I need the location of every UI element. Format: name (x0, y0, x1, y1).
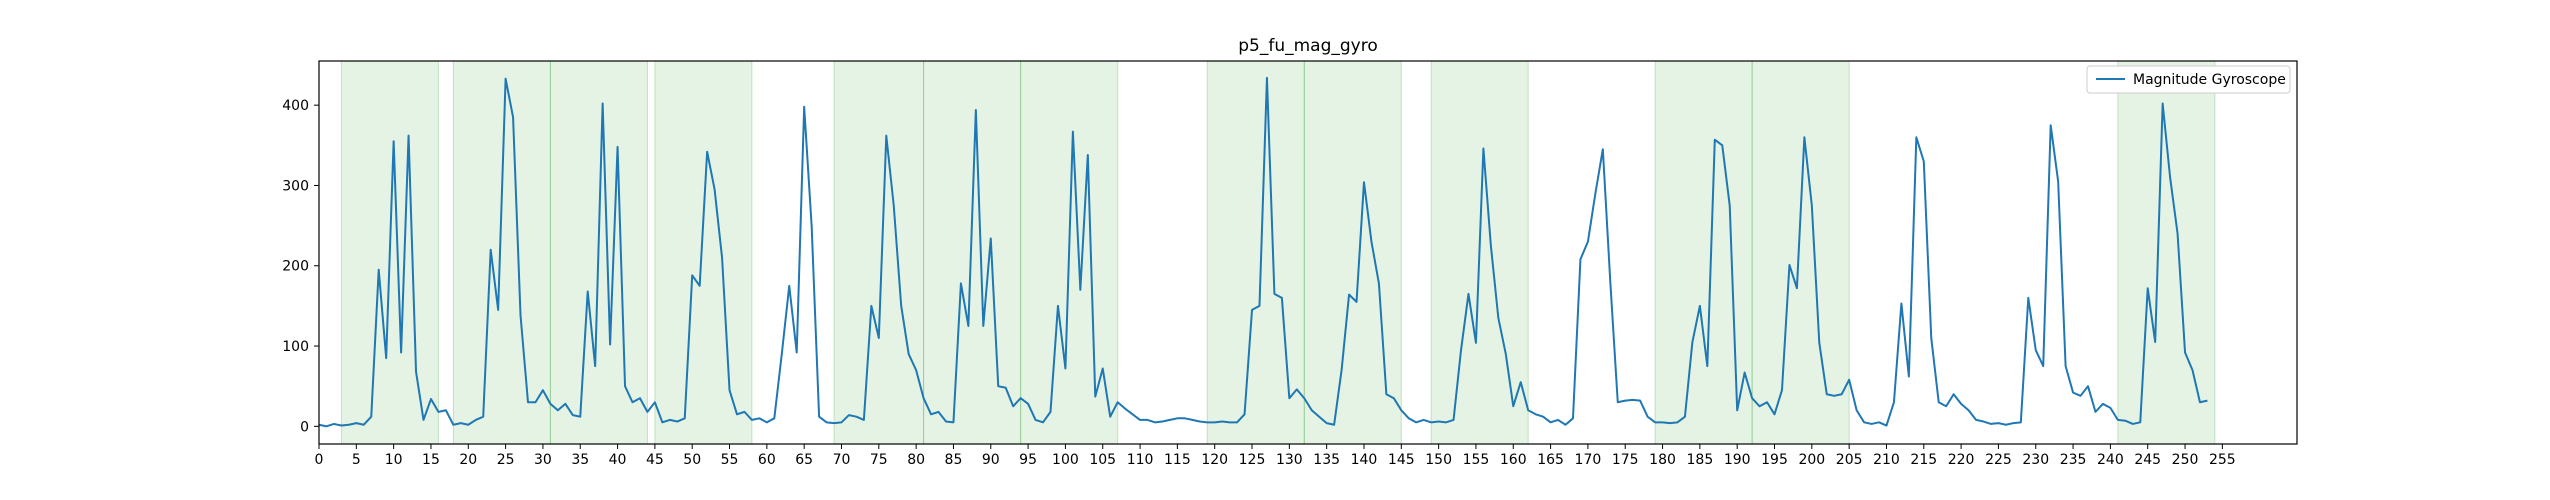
y-tick-label: 0 (300, 419, 309, 435)
x-tick-label: 35 (571, 452, 589, 468)
x-tick-label: 220 (1948, 452, 1975, 468)
y-tick-label: 200 (282, 259, 309, 275)
x-tick-label: 0 (315, 452, 324, 468)
x-tick-label: 245 (2134, 452, 2161, 468)
x-tick-label: 55 (721, 452, 739, 468)
x-tick-label: 175 (1612, 452, 1639, 468)
x-tick-label: 185 (1687, 452, 1714, 468)
x-tick-label: 240 (2097, 452, 2124, 468)
shaded-span-4 (833, 60, 925, 445)
x-tick-label: 195 (1761, 452, 1788, 468)
shaded-span-5 (923, 60, 1022, 445)
x-tick-label: 250 (2172, 452, 2199, 468)
x-tick-label: 40 (609, 452, 627, 468)
x-tick-label: 155 (1463, 452, 1490, 468)
x-tick-label: 120 (1201, 452, 1228, 468)
x-tick-label: 100 (1052, 452, 1079, 468)
x-tick-label: 115 (1164, 452, 1191, 468)
y-tick-label: 100 (282, 339, 309, 355)
shaded-spans (340, 60, 2216, 445)
shaded-span-3 (654, 60, 753, 445)
x-tick-label: 230 (2022, 452, 2049, 468)
x-tick-label: 30 (534, 452, 552, 468)
x-tick-label: 105 (1089, 452, 1116, 468)
shaded-span-11 (1751, 60, 1850, 445)
y-tick-label: 400 (282, 98, 309, 114)
series-lines (318, 76, 2208, 428)
x-tick-label: 110 (1127, 452, 1154, 468)
x-tick-label: 165 (1537, 452, 1564, 468)
plot-frame (318, 60, 2298, 445)
x-tick-label: 125 (1239, 452, 1266, 468)
x-tick-label: 90 (982, 452, 1000, 468)
x-tick-label: 70 (833, 452, 851, 468)
legend: Magnitude Gyroscope (2086, 65, 2291, 94)
x-tick-label: 5 (352, 452, 361, 468)
x-tick-label: 85 (945, 452, 963, 468)
y-axis: 0 100 200 300 400 (282, 98, 319, 435)
legend-label: Magnitude Gyroscope (2133, 72, 2286, 88)
x-tick-label: 160 (1500, 452, 1527, 468)
x-tick-label: 15 (422, 452, 440, 468)
x-tick-label: 95 (1019, 452, 1037, 468)
shaded-span-12 (2117, 60, 2216, 445)
x-tick-label: 140 (1351, 452, 1378, 468)
x-axis: 0 5 10 15 20 25 30 35 40 45 50 55 60 65 70 75 80 85 90 95 10… (315, 444, 2236, 468)
x-tick-label: 135 (1313, 452, 1340, 468)
x-tick-label: 50 (683, 452, 701, 468)
x-tick-label: 20 (459, 452, 477, 468)
legend-box (2086, 65, 2291, 94)
x-tick-label: 235 (2060, 452, 2087, 468)
x-tick-label: 10 (385, 452, 403, 468)
y-tick-label: 300 (282, 178, 309, 194)
x-tick-label: 150 (1425, 452, 1452, 468)
x-tick-label: 200 (1798, 452, 1825, 468)
x-tick-label: 225 (1985, 452, 2012, 468)
shaded-span-10 (1654, 60, 1753, 445)
series-line-0 (318, 76, 2208, 428)
x-tick-label: 180 (1649, 452, 1676, 468)
x-tick-label: 215 (1910, 452, 1937, 468)
x-tick-label: 210 (1873, 452, 1900, 468)
x-tick-label: 80 (907, 452, 925, 468)
x-tick-label: 65 (795, 452, 813, 468)
x-tick-label: 130 (1276, 452, 1303, 468)
x-tick-label: 190 (1724, 452, 1751, 468)
x-tick-label: 60 (758, 452, 776, 468)
x-tick-label: 145 (1388, 452, 1415, 468)
shaded-span-7 (1206, 60, 1305, 445)
x-tick-label: 25 (497, 452, 515, 468)
x-tick-label: 75 (870, 452, 888, 468)
chart-title: p5_fu_mag_gyro (1238, 36, 1378, 56)
x-tick-label: 170 (1575, 452, 1602, 468)
x-tick-label: 205 (1836, 452, 1863, 468)
x-tick-label: 255 (2209, 452, 2236, 468)
shaded-span-1 (452, 60, 551, 445)
x-tick-label: 45 (646, 452, 664, 468)
